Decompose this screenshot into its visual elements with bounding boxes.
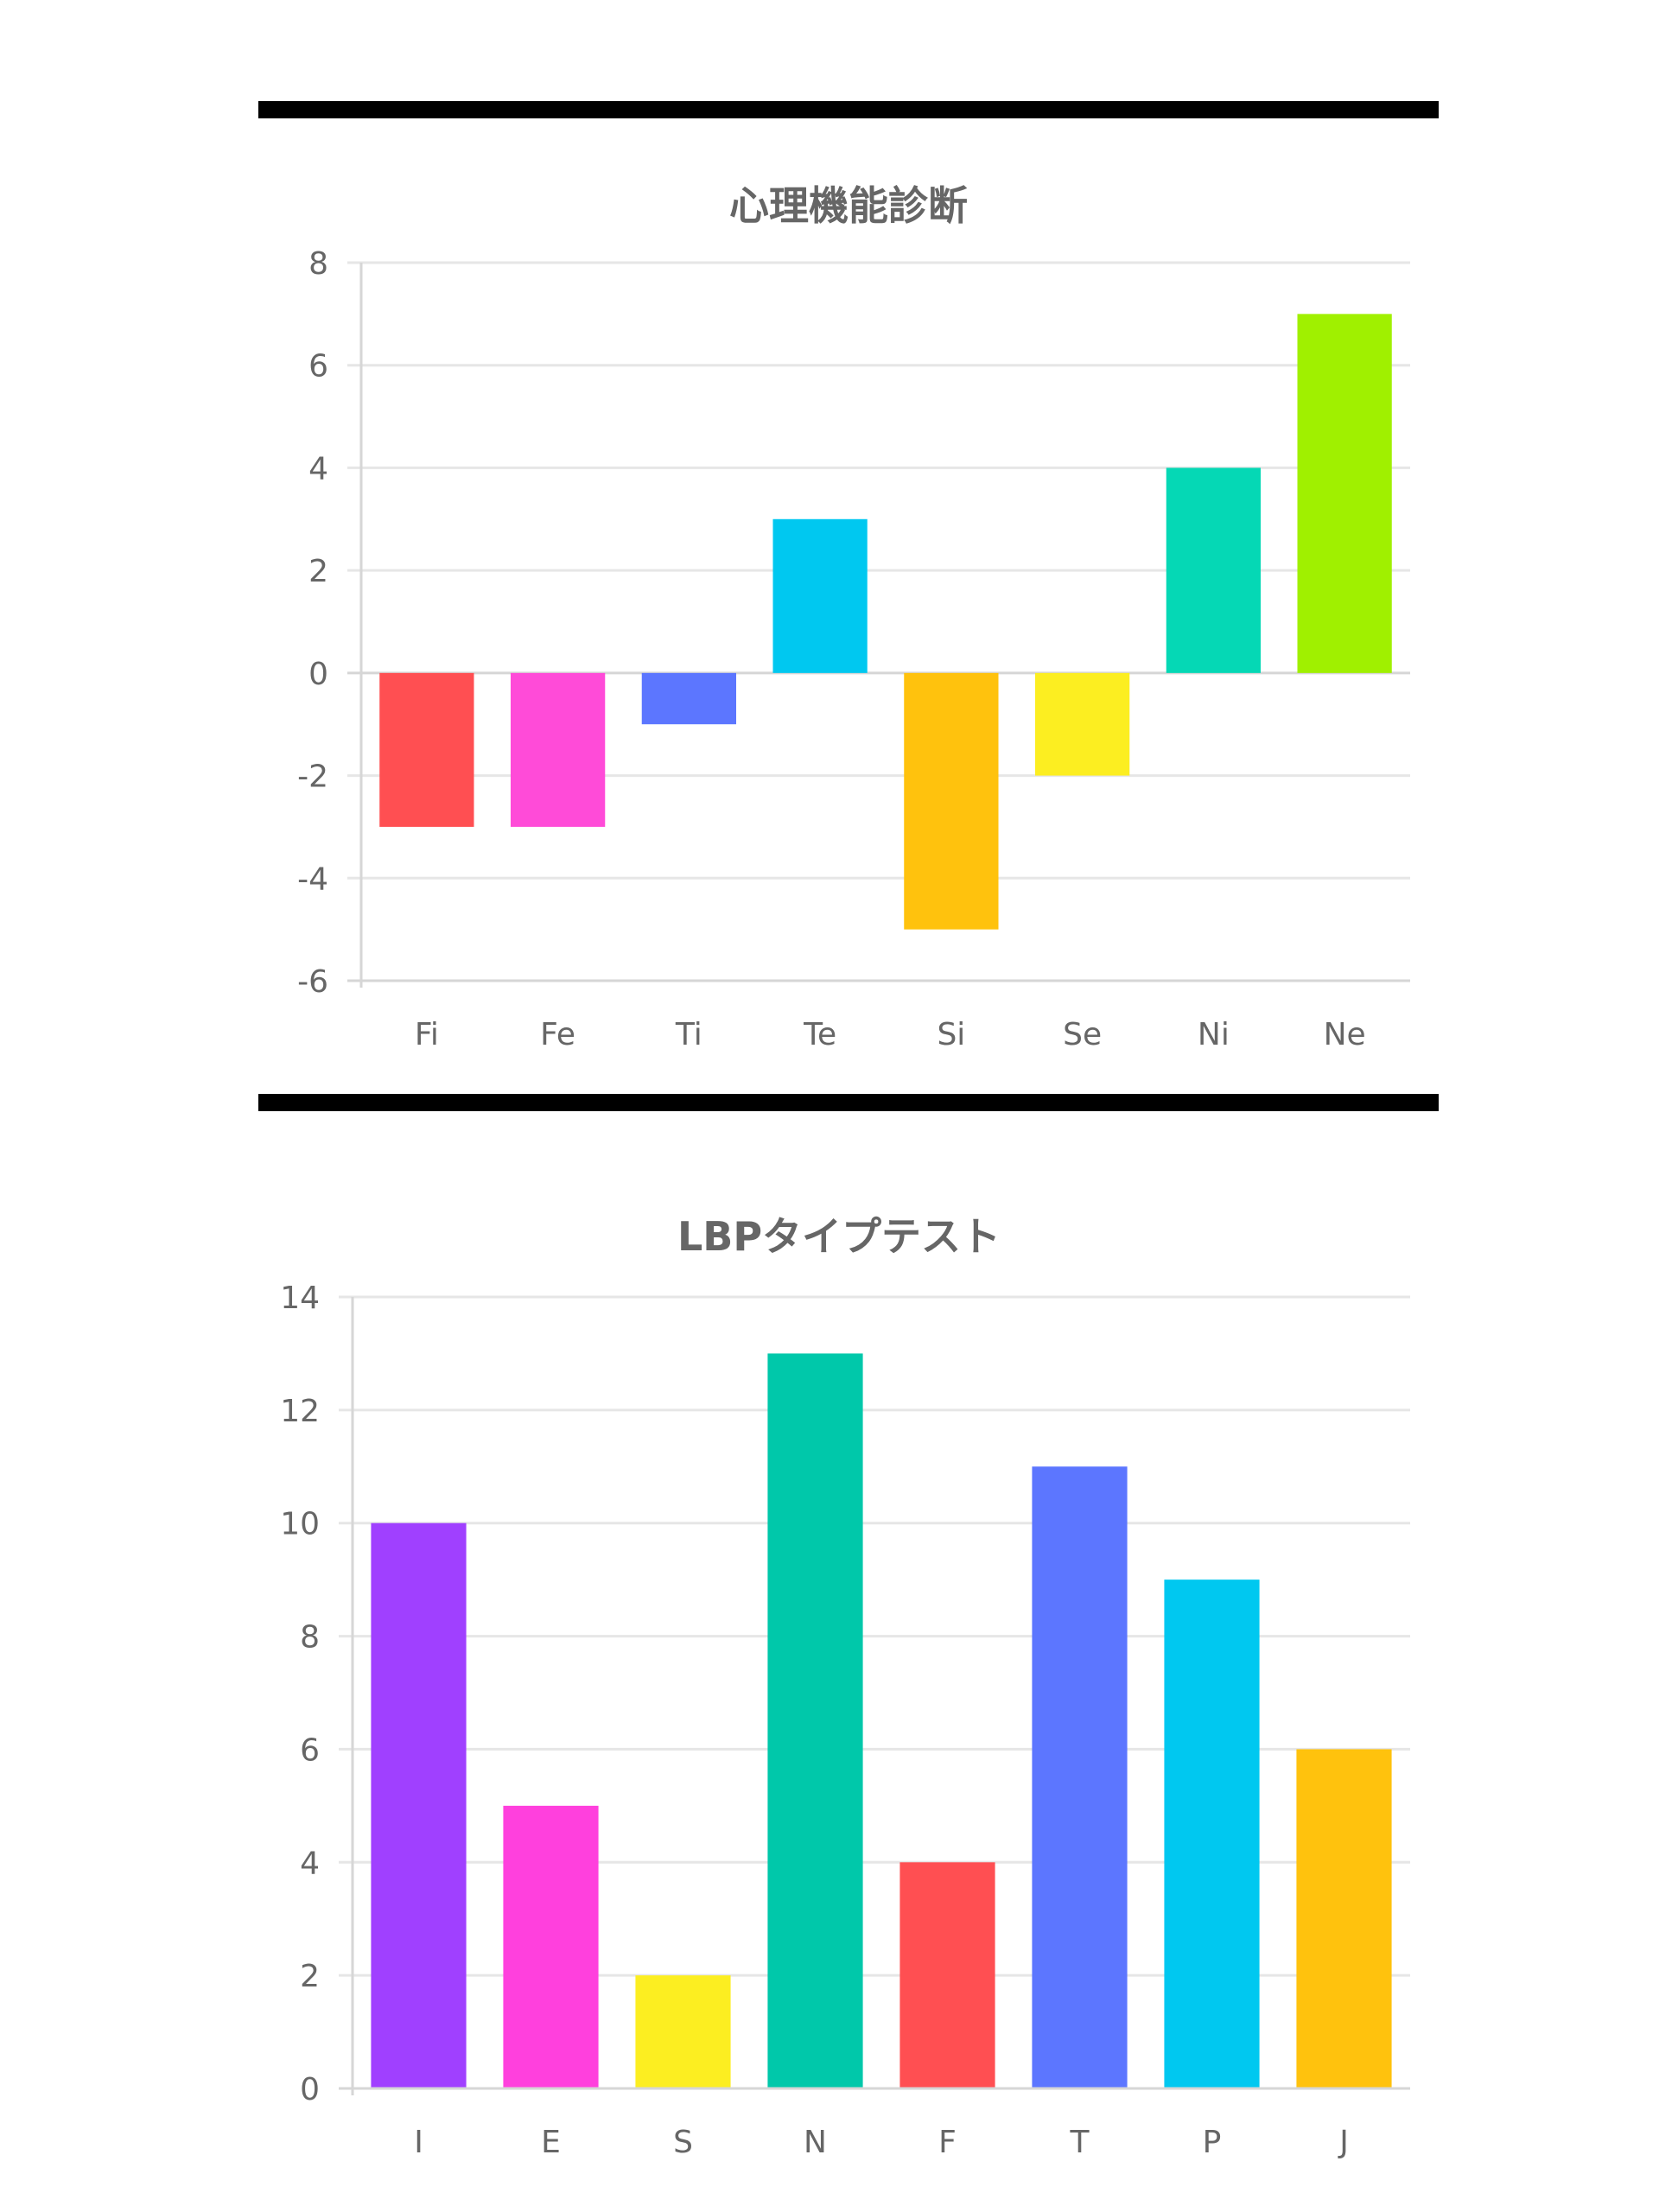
chart-lbp-type-test: LBPタイプテスト 14 12 10 8 6 4 2 0 I E S N F T P J — [280, 1213, 1410, 2160]
x-tick-label: J — [1338, 2125, 1349, 2160]
bars — [371, 1353, 1392, 2088]
bar-n — [767, 1353, 863, 2088]
bar-p — [1164, 1580, 1260, 2088]
x-tick-label: Fe — [540, 1017, 575, 1052]
y-tick-label: 14 — [280, 1281, 320, 1316]
chart-title: LBPタイプテスト — [677, 1213, 1001, 1260]
bar-t — [1032, 1466, 1128, 2088]
bar-i — [371, 1522, 467, 2088]
axes — [347, 263, 1410, 988]
x-tick-label: Ne — [1324, 1017, 1366, 1052]
x-tick-label: Ti — [675, 1017, 702, 1052]
x-tick-label: N — [804, 2125, 827, 2160]
x-tick-labels: Fi Fe Ti Te Si Se Ni Ne — [415, 1017, 1366, 1052]
bar-f — [899, 1862, 995, 2088]
x-tick-label: Ni — [1198, 1017, 1230, 1052]
y-tick-label: 6 — [308, 349, 328, 385]
y-tick-label: -4 — [297, 861, 328, 897]
x-tick-label: T — [1070, 2125, 1090, 2160]
middle-divider — [258, 1094, 1439, 1111]
bar-si — [904, 672, 999, 930]
bar-te — [772, 518, 868, 673]
y-tick-label: 4 — [300, 1846, 320, 1881]
y-tick-labels: 14 12 10 8 6 4 2 0 — [280, 1281, 320, 2107]
x-tick-label: P — [1203, 2125, 1222, 2160]
top-divider — [258, 101, 1439, 118]
y-tick-label: 8 — [300, 1620, 320, 1656]
x-tick-label: Se — [1063, 1017, 1102, 1052]
x-tick-label: I — [414, 2125, 423, 2160]
y-tick-label: -2 — [297, 760, 328, 795]
x-tick-label: Si — [937, 1017, 965, 1052]
y-tick-labels: 8 6 4 2 0 -2 -4 -6 — [297, 246, 328, 1000]
y-tick-label: 2 — [308, 554, 328, 589]
y-tick-label: 10 — [280, 1507, 320, 1542]
y-tick-label: 0 — [308, 657, 328, 692]
chart-title: 心理機能診断 — [729, 182, 968, 229]
bar-j — [1296, 1749, 1392, 2088]
y-tick-label: 6 — [300, 1732, 320, 1768]
bars — [379, 314, 1392, 930]
bar-se — [1034, 672, 1130, 776]
y-tick-label: -6 — [297, 964, 328, 1000]
bar-ni — [1166, 467, 1262, 673]
y-tick-label: 0 — [300, 2072, 320, 2107]
y-tick-label: 12 — [280, 1394, 320, 1429]
bar-fi — [379, 672, 474, 827]
bar-ti — [641, 672, 737, 725]
chart-cognitive-functions: 心理機能診断 8 6 4 2 0 -2 -4 -6 Fi Fe Ti Te Si Se Ni Ne — [297, 182, 1410, 1052]
y-tick-label: 8 — [308, 246, 328, 282]
bar-fe — [510, 672, 606, 827]
x-tick-label: S — [673, 2125, 693, 2160]
bar-s — [635, 1975, 731, 2088]
x-tick-label: F — [938, 2125, 957, 2160]
x-tick-label: Te — [803, 1017, 836, 1052]
y-tick-label: 2 — [300, 1959, 320, 1994]
bar-ne — [1297, 314, 1392, 673]
y-tick-label: 4 — [308, 451, 328, 486]
bar-e — [503, 1805, 599, 2088]
x-tick-label: E — [541, 2125, 561, 2160]
x-tick-label: Fi — [415, 1017, 439, 1052]
axes — [339, 1297, 1410, 2095]
